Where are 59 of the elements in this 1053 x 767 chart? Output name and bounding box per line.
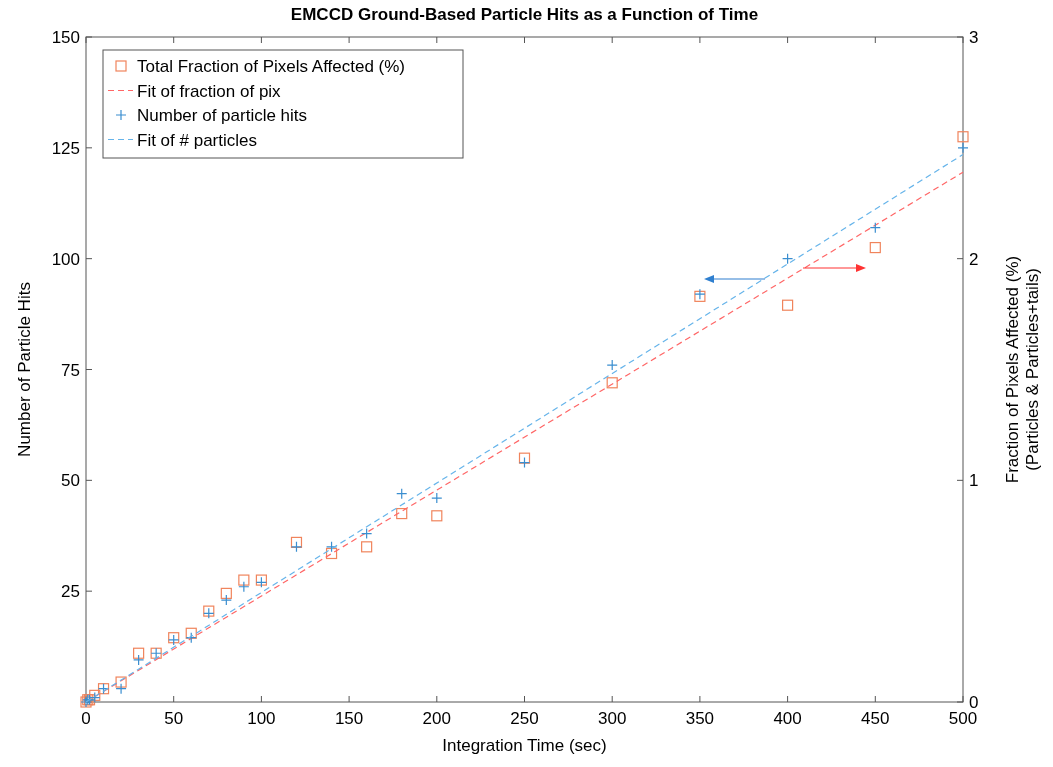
y-tick-label: 50 (61, 471, 80, 491)
point (957, 142, 969, 154)
x-tick-label: 250 (510, 709, 539, 728)
point (518, 452, 531, 464)
point (290, 536, 303, 548)
point (869, 241, 881, 254)
point (396, 507, 408, 520)
x-tick-label: 150 (334, 709, 364, 728)
x-tick-label: 0 (81, 709, 91, 728)
point (115, 676, 127, 688)
y2-tick-label: 0 (969, 693, 979, 712)
point (518, 457, 531, 469)
x-tick-label: 500 (948, 709, 978, 728)
x-tick-label: 300 (598, 709, 627, 728)
point (133, 654, 145, 666)
y-tick-label: 125 (51, 138, 80, 158)
x-axis-title: Integration Time (sec) (442, 736, 607, 755)
point (238, 581, 250, 593)
point (782, 253, 794, 265)
y2-tick-label: 3 (969, 28, 979, 47)
y-tick-label: 25 (61, 582, 80, 602)
point (431, 510, 443, 522)
point (290, 541, 303, 553)
x-tick-label: 450 (861, 709, 890, 728)
y2-axis-title: Fraction of Pixels Affected (%) (Particles & Particles+tails) (1003, 255, 1042, 484)
point (606, 359, 618, 371)
point (238, 574, 250, 586)
y-tick-label: 75 (61, 360, 80, 380)
point (185, 632, 197, 644)
legend-label: Fit of # particles (137, 130, 257, 150)
x-tick-label: 350 (685, 709, 715, 728)
point (361, 527, 373, 540)
point (431, 492, 443, 504)
point (115, 683, 127, 695)
y-tick-label: 150 (51, 28, 80, 47)
legend-label: Number of particle hits (137, 106, 308, 125)
legend-label: Total Fraction of Pixels Affected (%) (137, 57, 406, 76)
x-tick-label: 400 (773, 709, 802, 728)
point (957, 131, 969, 143)
point (396, 488, 408, 500)
x-tick-label: 200 (422, 709, 451, 728)
y2-tick-label: 2 (969, 249, 979, 269)
point (606, 377, 618, 389)
x-tick-label: 50 (164, 709, 184, 728)
chart-title: EMCCD Ground-Based Particle Hits as a Function of Time (290, 5, 759, 24)
point (325, 541, 338, 553)
y-tick-label: 100 (51, 249, 80, 269)
x-tick-label: 100 (247, 709, 276, 728)
point (133, 647, 145, 659)
y-axis-title: Number of Particle Hits (15, 282, 34, 457)
point (869, 222, 881, 234)
point (782, 299, 794, 311)
point (185, 627, 197, 639)
point (220, 587, 232, 599)
legend-label: Fit of fraction of pix (137, 81, 282, 101)
point (325, 547, 338, 560)
y2-tick-label: 1 (969, 471, 979, 491)
point (361, 541, 373, 553)
point (220, 594, 232, 606)
